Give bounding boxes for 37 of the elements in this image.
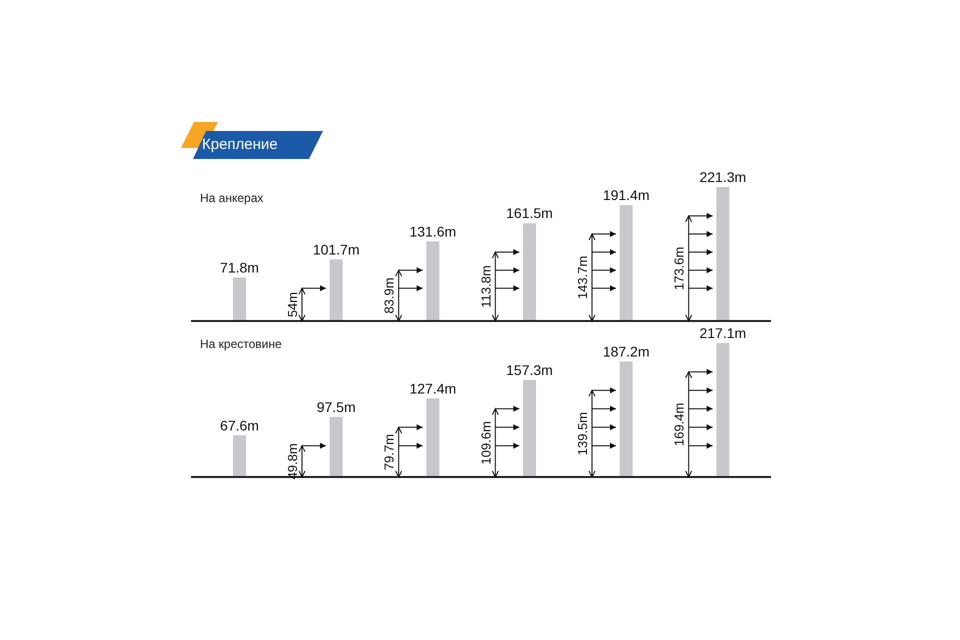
bar	[330, 416, 343, 477]
data-label: 127.4m	[409, 380, 456, 396]
data-label: 131.6m	[409, 223, 456, 240]
annotation: 49.8m	[285, 443, 300, 480]
bar	[426, 398, 440, 477]
data-label: 157.3m	[506, 362, 553, 378]
bar	[620, 205, 633, 321]
annotation: 109.6m	[478, 421, 494, 465]
data-label: 191.4m	[602, 187, 650, 204]
annotation: 139.5m	[575, 412, 590, 456]
chart-title: На крестовине	[200, 337, 282, 351]
data-label: 97.5m	[316, 398, 356, 415]
data-label: 187.2m	[602, 343, 650, 360]
data-label: 221.3m	[699, 169, 746, 185]
data-label: 67.6m	[220, 417, 259, 434]
annotation: 79.7m	[382, 434, 397, 470]
annotation: 113.8m	[478, 265, 494, 308]
bar	[233, 278, 246, 321]
bar	[716, 343, 730, 477]
annotation: 169.4m	[672, 402, 687, 446]
annotation: 173.6m	[672, 246, 687, 290]
data-label: 101.7m	[312, 241, 360, 258]
bar	[233, 435, 246, 477]
data-label: 161.5m	[506, 205, 553, 222]
annotation: 143.7m	[575, 256, 590, 300]
bar	[330, 259, 343, 321]
chart-title: Крепление	[202, 136, 278, 153]
bar	[426, 241, 440, 321]
annotation: 54m	[285, 292, 300, 318]
chart-subtitle: На анкерах	[200, 191, 264, 205]
bar	[523, 223, 536, 321]
annotation: 83.9m	[382, 278, 397, 314]
data-label: 71.8m	[220, 260, 259, 276]
data-label: 217.1m	[699, 325, 746, 341]
bar	[620, 361, 633, 477]
bar	[716, 187, 730, 321]
bar	[523, 380, 536, 477]
